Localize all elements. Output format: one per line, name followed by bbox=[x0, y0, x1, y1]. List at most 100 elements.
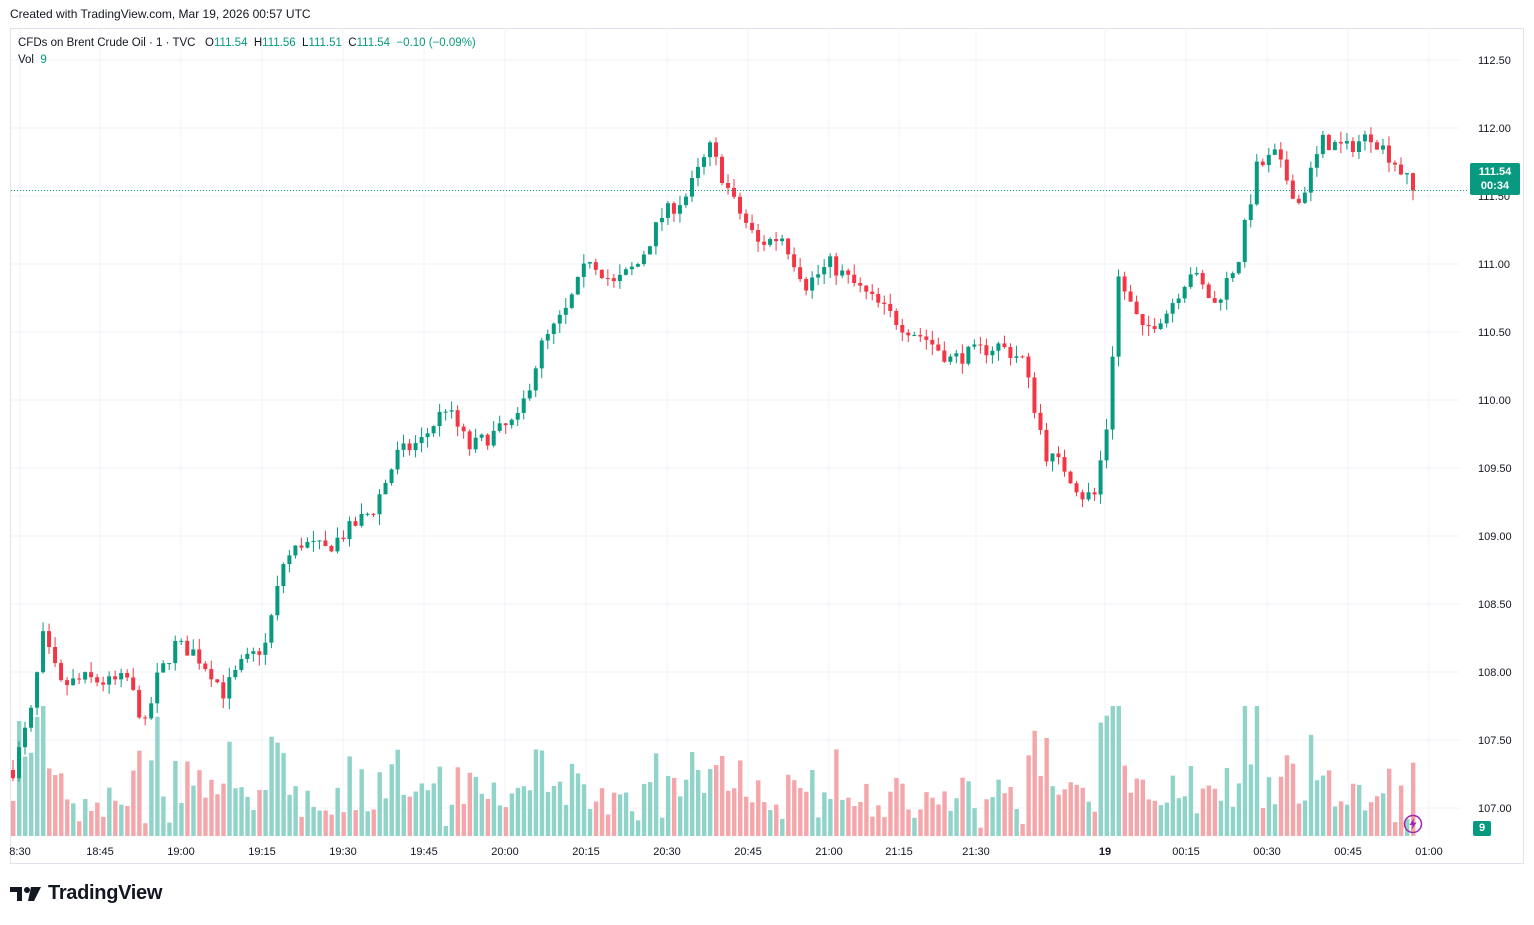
volume-bar bbox=[1098, 722, 1103, 836]
volume-bar bbox=[1026, 755, 1031, 836]
candle-body bbox=[726, 183, 731, 188]
volume-bar bbox=[810, 770, 815, 836]
candle-body bbox=[305, 541, 310, 548]
volume-bar bbox=[1122, 765, 1127, 836]
candle-body bbox=[257, 651, 262, 655]
candle-body bbox=[149, 703, 154, 719]
lightning-icon[interactable] bbox=[1403, 814, 1423, 834]
legend-vol-value: 9 bbox=[40, 54, 47, 66]
candle-body bbox=[1158, 323, 1163, 330]
candle-body bbox=[918, 334, 923, 337]
candle-body bbox=[389, 469, 394, 484]
candle-body bbox=[425, 433, 430, 438]
volume-bar bbox=[1242, 706, 1248, 836]
volume-bar bbox=[677, 796, 683, 836]
candle-body bbox=[1260, 161, 1265, 166]
volume-bar bbox=[131, 770, 136, 836]
volume-bar bbox=[503, 807, 509, 836]
volume-bar bbox=[611, 792, 617, 836]
legend-ohlc-row: CFDs on Brent Crude Oil · 1 · TVC O111.5… bbox=[18, 35, 476, 52]
candle-body bbox=[647, 246, 652, 255]
candle-body bbox=[1050, 453, 1055, 462]
candle-body bbox=[629, 266, 634, 270]
candle-body bbox=[714, 142, 719, 157]
volume-bar bbox=[119, 804, 124, 836]
candle-body bbox=[1068, 471, 1073, 484]
candle-body bbox=[1086, 492, 1091, 500]
volume-bar bbox=[906, 809, 911, 836]
candle-body bbox=[695, 166, 700, 179]
candle-body bbox=[209, 669, 214, 680]
volume-bar bbox=[1266, 777, 1272, 836]
candle-body bbox=[689, 178, 694, 197]
volume-bar bbox=[1140, 779, 1146, 836]
candle-body bbox=[888, 303, 893, 311]
candle-body bbox=[377, 494, 382, 515]
volume-bar bbox=[341, 812, 346, 836]
candle-body bbox=[293, 545, 298, 556]
candle-body bbox=[53, 647, 58, 664]
candle-body bbox=[894, 310, 899, 326]
candle-body bbox=[1032, 377, 1037, 413]
volume-bar bbox=[1374, 796, 1380, 836]
volume-bar bbox=[245, 796, 250, 836]
volume-bar bbox=[167, 822, 172, 836]
volume-bar bbox=[960, 777, 965, 836]
volume-bar bbox=[1080, 787, 1085, 836]
candle-body bbox=[972, 344, 977, 347]
bar-countdown: 00:34 bbox=[1480, 180, 1510, 192]
candle-body bbox=[467, 431, 472, 450]
volume-bar bbox=[563, 804, 569, 836]
volume-bar bbox=[635, 820, 641, 836]
candle-body bbox=[1020, 356, 1025, 358]
candle-body bbox=[101, 682, 106, 685]
volume-bar bbox=[858, 801, 863, 836]
candle-body bbox=[1284, 159, 1289, 181]
candle-body bbox=[1110, 356, 1115, 430]
candle-body bbox=[1218, 299, 1223, 303]
volume-bar bbox=[617, 794, 623, 836]
volume-bar bbox=[1062, 789, 1067, 836]
volume-bar bbox=[467, 772, 473, 836]
candle-body bbox=[1332, 142, 1337, 151]
volume-bar bbox=[912, 817, 917, 836]
volume-bar bbox=[59, 773, 64, 836]
volume-bar bbox=[335, 787, 340, 836]
candle-body bbox=[407, 443, 412, 451]
volume-bar bbox=[1074, 784, 1079, 836]
candle-body bbox=[449, 410, 454, 412]
volume-bar bbox=[1158, 805, 1164, 836]
volume-bar bbox=[281, 753, 286, 836]
candle-body bbox=[617, 274, 622, 282]
time-tick-label: 19:30 bbox=[329, 846, 357, 858]
volume-bar bbox=[251, 810, 256, 836]
volume-bar bbox=[1206, 785, 1212, 836]
volume-bar bbox=[1272, 804, 1278, 836]
candle-body bbox=[1008, 347, 1013, 358]
volume-bar bbox=[689, 752, 695, 836]
candle-body bbox=[1074, 483, 1079, 493]
volume-bar bbox=[101, 816, 106, 836]
price-tick-label: 108.00 bbox=[1478, 667, 1512, 679]
volume-bar bbox=[798, 788, 803, 836]
candle-body bbox=[527, 390, 532, 399]
candle-body bbox=[1104, 429, 1109, 461]
volume-bar bbox=[1290, 763, 1296, 836]
candle-body bbox=[1392, 162, 1397, 165]
candle-body bbox=[155, 672, 160, 704]
volume-bar bbox=[1212, 788, 1218, 836]
volume-bar bbox=[834, 749, 839, 836]
candle-body bbox=[605, 278, 610, 280]
volume-bar bbox=[71, 803, 76, 836]
candle-body bbox=[978, 344, 983, 346]
candle-body bbox=[593, 262, 598, 270]
volume-bar bbox=[936, 804, 941, 836]
candle-body bbox=[1404, 173, 1409, 175]
price-tick-label: 111.00 bbox=[1478, 259, 1510, 271]
brand[interactable]: TradingView bbox=[10, 882, 162, 905]
volume-bar bbox=[948, 810, 953, 836]
volume-bar bbox=[1164, 802, 1170, 836]
candle-body bbox=[750, 222, 755, 231]
volume-bar bbox=[581, 784, 587, 836]
